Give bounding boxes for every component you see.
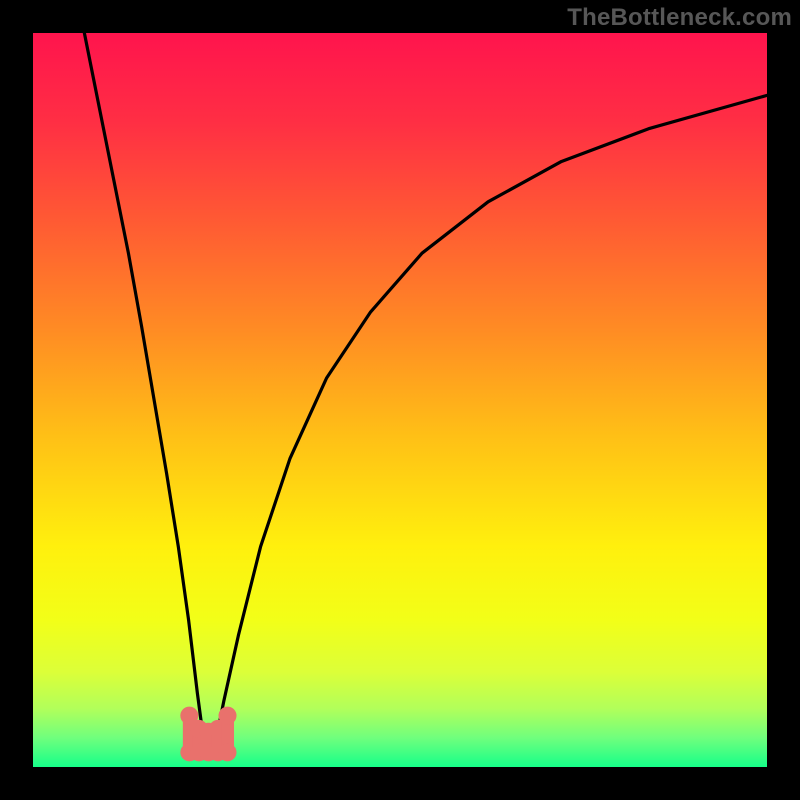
marker-cap-top [219,707,237,725]
watermark-text: TheBottleneck.com [567,4,792,32]
chart-root: TheBottleneck.com [0,0,800,800]
chart-svg [0,0,800,800]
plot-gradient-background [33,33,767,767]
marker-cap-bottom [219,743,237,761]
